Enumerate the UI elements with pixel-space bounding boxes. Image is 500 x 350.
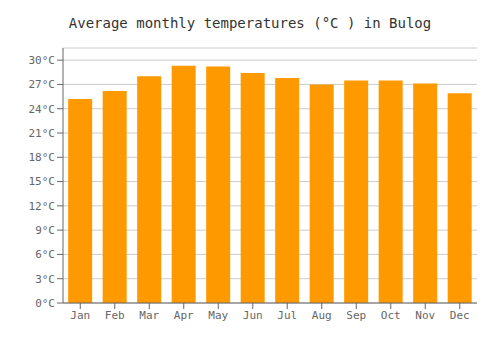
svg-text:24°C: 24°C: [29, 103, 56, 116]
svg-text:Oct: Oct: [381, 309, 401, 322]
svg-text:May: May: [208, 309, 228, 322]
svg-text:Aug: Aug: [312, 309, 332, 322]
svg-text:3°C: 3°C: [35, 273, 55, 286]
svg-text:0°C: 0°C: [35, 297, 55, 310]
svg-text:Jan: Jan: [70, 309, 90, 322]
svg-text:Apr: Apr: [174, 309, 194, 322]
svg-text:15°C: 15°C: [29, 175, 56, 188]
svg-text:Dec: Dec: [450, 309, 470, 322]
svg-text:Sep: Sep: [346, 309, 366, 322]
svg-text:Jul: Jul: [277, 309, 297, 322]
svg-text:12°C: 12°C: [29, 200, 56, 213]
html-text:Average monthly temperatures (: Average monthly temperatures (°C ) in Bu…: [68, 15, 432, 31]
svg-text:Feb: Feb: [105, 309, 125, 322]
svg-text:21°C: 21°C: [29, 127, 56, 140]
svg-text:27°C: 27°C: [29, 78, 56, 91]
svg-text:6°C: 6°C: [35, 248, 55, 261]
svg-text:Jun: Jun: [243, 309, 263, 322]
svg-text:30°C: 30°C: [29, 54, 56, 67]
svg-text:9°C: 9°C: [35, 224, 55, 237]
svg-text:18°C: 18°C: [29, 151, 56, 164]
svg-text:Nov: Nov: [415, 309, 435, 322]
svg-text:Mar: Mar: [139, 309, 159, 322]
